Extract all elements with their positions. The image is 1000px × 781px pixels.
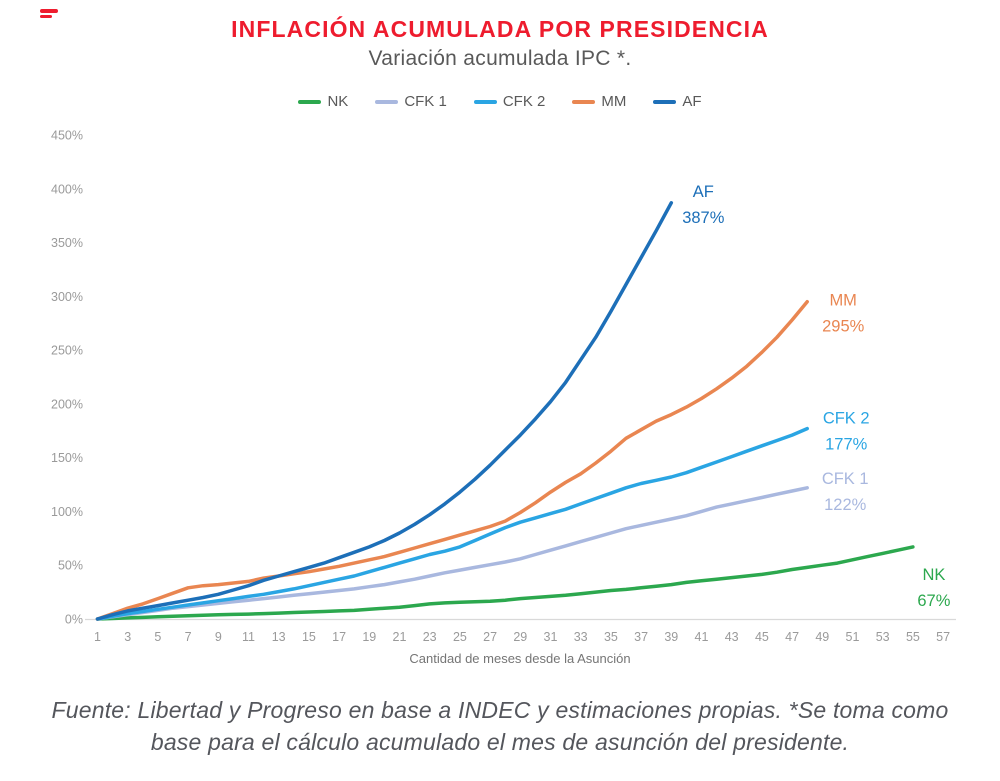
x-tick-label: 43 [725,630,739,644]
x-tick-label: 17 [332,630,346,644]
y-tick-label: 0% [65,613,83,627]
x-tick-label: 5 [154,630,161,644]
chart-header: INFLACIÓN ACUMULADA POR PRESIDENCIA Vari… [0,0,1000,71]
x-tick-label: 15 [302,630,316,644]
logo-bar-icon [40,9,58,13]
x-tick-label: 25 [453,630,467,644]
series-end-label-nk: NK 67% [917,566,950,610]
legend-label: AF [682,93,702,110]
x-tick-label: 21 [393,630,407,644]
x-tick-label: 33 [574,630,588,644]
x-tick-label: 41 [695,630,709,644]
y-tick-label: 300% [51,290,83,304]
x-tick-label: 1 [94,630,101,644]
y-tick-label: 450% [51,129,83,143]
x-tick-label: 39 [664,630,678,644]
x-tick-label: 13 [272,630,286,644]
y-tick-label: 250% [51,344,83,358]
legend-swatch-icon [653,99,677,104]
x-tick-label: 55 [906,630,920,644]
legend-label: CFK 2 [502,93,546,110]
series-end-label-af: AF 387% [682,183,725,227]
legend-swatch-icon [572,99,596,104]
series-line-af [95,201,674,621]
chart-subtitle: Variación acumulada IPC *. [368,46,632,70]
legend-item-cfk2: CFK 2 [473,93,546,110]
x-tick-label: 31 [544,630,558,644]
y-tick-label: 400% [51,182,83,196]
source-note-line2: base para el cálculo acumulado el mes de… [150,729,850,756]
series-end-label-mm: MM 295% [822,292,865,336]
legend-item-nk: NK [298,93,348,110]
x-tick-label: 47 [785,630,799,644]
legend-swatch-icon [375,99,399,104]
source-note: Fuente: Libertad y Progreso en base a IN… [0,694,1000,758]
x-tick-label: 49 [815,630,829,644]
x-tick-label: 53 [876,630,890,644]
y-tick-label: 200% [51,397,83,411]
series-end-label-cfk2: CFK 2 177% [823,410,870,454]
logo-bar-icon [40,14,52,18]
legend-swatch-icon [473,99,497,104]
chart-title: INFLACIÓN ACUMULADA POR PRESIDENCIA [231,16,769,42]
series-line-nk [95,545,915,621]
legend: NK CFK 1 CFK 2 MM AF [0,93,1000,110]
x-tick-label: 19 [362,630,376,644]
legend-label: NK [327,93,349,110]
y-tick-label: 150% [51,451,83,465]
x-tick-label: 23 [423,630,437,644]
x-tick-label: 3 [124,630,131,644]
y-tick-label: 100% [51,505,83,519]
source-note-line1: Fuente: Libertad y Progreso en base a IN… [51,697,949,723]
logo-mark [40,9,60,19]
series-line-cfk1 [95,486,809,621]
series-end-label-cfk1: CFK 1 122% [822,470,869,514]
x-tick-label: 51 [846,630,860,644]
series-line-mm [95,299,809,621]
legend-item-mm: MM [572,93,626,110]
x-tick-label: 7 [185,630,192,644]
x-tick-label: 37 [634,630,648,644]
y-tick-label: 350% [51,236,83,250]
legend-item-cfk1: CFK 1 [375,93,447,110]
x-tick-label: 29 [513,630,527,644]
series-line-cfk2 [95,426,809,621]
x-tick-label: 35 [604,630,618,644]
x-tick-label: 27 [483,630,497,644]
legend-label: MM [601,93,627,110]
x-tick-label: 45 [755,630,769,644]
x-tick-label: 9 [215,630,222,644]
x-tick-label: 11 [242,630,255,644]
x-axis-title: Cantidad de meses desde la Asunción [409,651,630,666]
y-tick-label: 50% [58,559,83,573]
legend-swatch-icon [298,99,322,104]
legend-label: CFK 1 [404,93,447,110]
legend-item-af: AF [653,93,702,110]
x-tick-label: 57 [936,630,950,644]
